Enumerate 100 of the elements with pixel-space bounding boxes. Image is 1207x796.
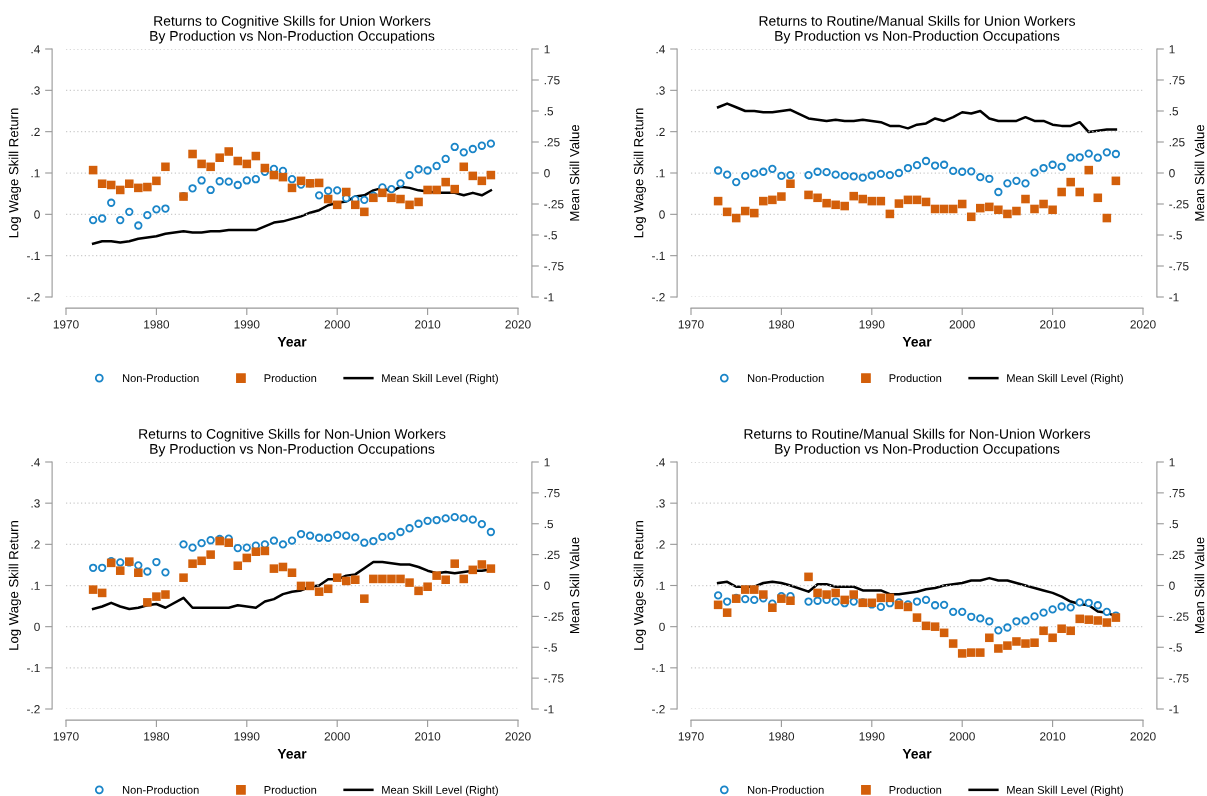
y2-tick-label: -1 bbox=[544, 293, 554, 302]
y-tick-label: -.2 bbox=[27, 705, 40, 714]
legend-label: Production bbox=[889, 785, 942, 794]
y-tick-label: -.1 bbox=[652, 251, 665, 260]
y-tick-label: .1 bbox=[656, 169, 665, 178]
y2-tick-label: .5 bbox=[544, 519, 554, 529]
y-tick-label: .3 bbox=[31, 86, 40, 95]
y-axis-title: Log Wage Skill Return bbox=[633, 108, 646, 238]
y2-tick-label: .25 bbox=[1169, 138, 1185, 147]
x-tick-label: 1980 bbox=[769, 320, 795, 329]
x-tick-label: 1990 bbox=[234, 732, 260, 741]
y2-axis-title: Mean Skill Value bbox=[569, 537, 580, 634]
chart-title: Returns to Routine/Manual Skills for Non-Union Workers By Production vs Non-Production Occupations bbox=[744, 428, 1091, 457]
y-tick-label: .4 bbox=[31, 45, 40, 54]
x-tick-label: 2010 bbox=[415, 320, 441, 329]
y-tick-label: 0 bbox=[659, 210, 665, 219]
x-tick-label: 2020 bbox=[1130, 732, 1156, 741]
y-tick-label: .2 bbox=[31, 540, 40, 549]
y2-tick-label: -.5 bbox=[544, 643, 557, 652]
x-tick-label: 1970 bbox=[678, 732, 704, 741]
y2-tick-label: 0 bbox=[1169, 169, 1175, 178]
y2-tick-label: 0 bbox=[544, 169, 550, 178]
y2-tick-label: .75 bbox=[1169, 489, 1185, 498]
x-tick-label: 2010 bbox=[1040, 732, 1066, 741]
x-tick-label: 1990 bbox=[859, 732, 885, 741]
y2-tick-label: .25 bbox=[544, 550, 560, 560]
y2-tick-label: .75 bbox=[544, 489, 560, 498]
x-tick-label: 2000 bbox=[949, 320, 975, 329]
y2-tick-label: -.25 bbox=[544, 200, 564, 209]
x-tick-label: 1990 bbox=[859, 320, 885, 329]
y2-tick-label: 0 bbox=[1169, 581, 1175, 590]
y2-tick-label: -.25 bbox=[544, 612, 564, 621]
x-tick-label: 2010 bbox=[415, 732, 441, 741]
y2-tick-label: -.25 bbox=[1169, 612, 1189, 621]
legend-label: Non-Production bbox=[122, 373, 199, 383]
x-tick-label: 2000 bbox=[949, 732, 975, 741]
y-tick-label: .2 bbox=[656, 540, 665, 549]
x-tick-label: 2010 bbox=[1040, 320, 1066, 329]
chart-title: Returns to Cognitive Skills for Non-Union Workers By Production vs Non-Production Occupations bbox=[139, 428, 446, 457]
chart-title: Returns to Routine/Manual Skills for Union Workers By Production vs Non-Production Occupations bbox=[759, 15, 1076, 44]
y-tick-label: .1 bbox=[656, 581, 665, 590]
y2-tick-label: .5 bbox=[1169, 107, 1179, 116]
x-tick-label: 1970 bbox=[53, 732, 79, 741]
y2-tick-label: .5 bbox=[1169, 519, 1179, 529]
y-tick-label: .3 bbox=[656, 86, 665, 95]
y-tick-label: .4 bbox=[656, 458, 665, 467]
y-tick-label: -.1 bbox=[27, 251, 40, 260]
y2-tick-label: -1 bbox=[1169, 705, 1179, 714]
chart-title: Returns to Cognitive Skills for Union Workers By Production vs Non-Production Occupations bbox=[150, 15, 435, 44]
x-tick-label: 1980 bbox=[144, 320, 170, 329]
y2-tick-label: 1 bbox=[544, 458, 550, 467]
y2-axis-title: Mean Skill Value bbox=[1194, 124, 1205, 221]
x-tick-label: 2000 bbox=[324, 732, 350, 741]
x-axis-title: Year bbox=[277, 748, 307, 759]
y2-tick-label: 1 bbox=[544, 45, 550, 54]
y2-tick-label: -.75 bbox=[544, 674, 564, 683]
y2-tick-label: .5 bbox=[544, 107, 554, 116]
y2-tick-label: -.5 bbox=[1169, 643, 1182, 652]
legend-label: Production bbox=[264, 785, 317, 794]
y2-tick-label: -.5 bbox=[1169, 231, 1182, 240]
y-tick-label: .2 bbox=[31, 127, 40, 136]
y-tick-label: .1 bbox=[31, 581, 40, 590]
y-tick-label: .4 bbox=[31, 458, 40, 467]
x-tick-label: 2020 bbox=[505, 732, 531, 741]
y-axis-title: Log Wage Skill Return bbox=[8, 108, 21, 238]
y2-tick-label: -1 bbox=[1169, 293, 1179, 302]
legend-label: Mean Skill Level (Right) bbox=[382, 785, 498, 796]
x-tick-label: 1980 bbox=[144, 732, 170, 741]
x-tick-label: 1970 bbox=[678, 320, 704, 329]
legend-label: Mean Skill Level (Right) bbox=[1007, 373, 1123, 385]
y-tick-label: -.1 bbox=[27, 663, 40, 673]
y-tick-label: 0 bbox=[34, 622, 40, 632]
y2-tick-label: .75 bbox=[1169, 76, 1185, 85]
legend-label: Non-Production bbox=[747, 373, 824, 383]
x-tick-label: 2000 bbox=[324, 320, 350, 329]
y2-tick-label: -.5 bbox=[544, 231, 557, 240]
y2-tick-label: .25 bbox=[544, 138, 560, 147]
y-tick-label: 0 bbox=[34, 210, 40, 219]
y2-tick-label: 1 bbox=[1169, 458, 1175, 467]
x-tick-label: 1990 bbox=[234, 320, 260, 329]
y-tick-label: .3 bbox=[656, 499, 665, 508]
y-tick-label: .1 bbox=[31, 169, 40, 178]
y2-tick-label: .25 bbox=[1169, 550, 1185, 560]
legend-label: Non-Production bbox=[747, 785, 824, 794]
legend-label: Production bbox=[889, 373, 942, 383]
x-tick-label: 2020 bbox=[1130, 320, 1156, 329]
legend-label: Non-Production bbox=[122, 785, 199, 794]
y2-axis-title: Mean Skill Value bbox=[569, 124, 580, 221]
legend-label: Mean Skill Level (Right) bbox=[1007, 785, 1123, 796]
x-tick-label: 1970 bbox=[53, 320, 79, 329]
legend-label: Mean Skill Level (Right) bbox=[382, 373, 498, 385]
y-axis-title: Log Wage Skill Return bbox=[8, 520, 21, 650]
legend-label: Production bbox=[264, 373, 317, 383]
y2-tick-label: -.75 bbox=[1169, 674, 1189, 683]
y2-tick-label: 0 bbox=[544, 581, 550, 590]
x-axis-title: Year bbox=[277, 336, 307, 347]
x-tick-label: 1980 bbox=[769, 732, 795, 741]
y-tick-label: -.2 bbox=[27, 293, 40, 302]
y-tick-label: 0 bbox=[659, 622, 665, 632]
y-axis-title: Log Wage Skill Return bbox=[633, 520, 646, 650]
